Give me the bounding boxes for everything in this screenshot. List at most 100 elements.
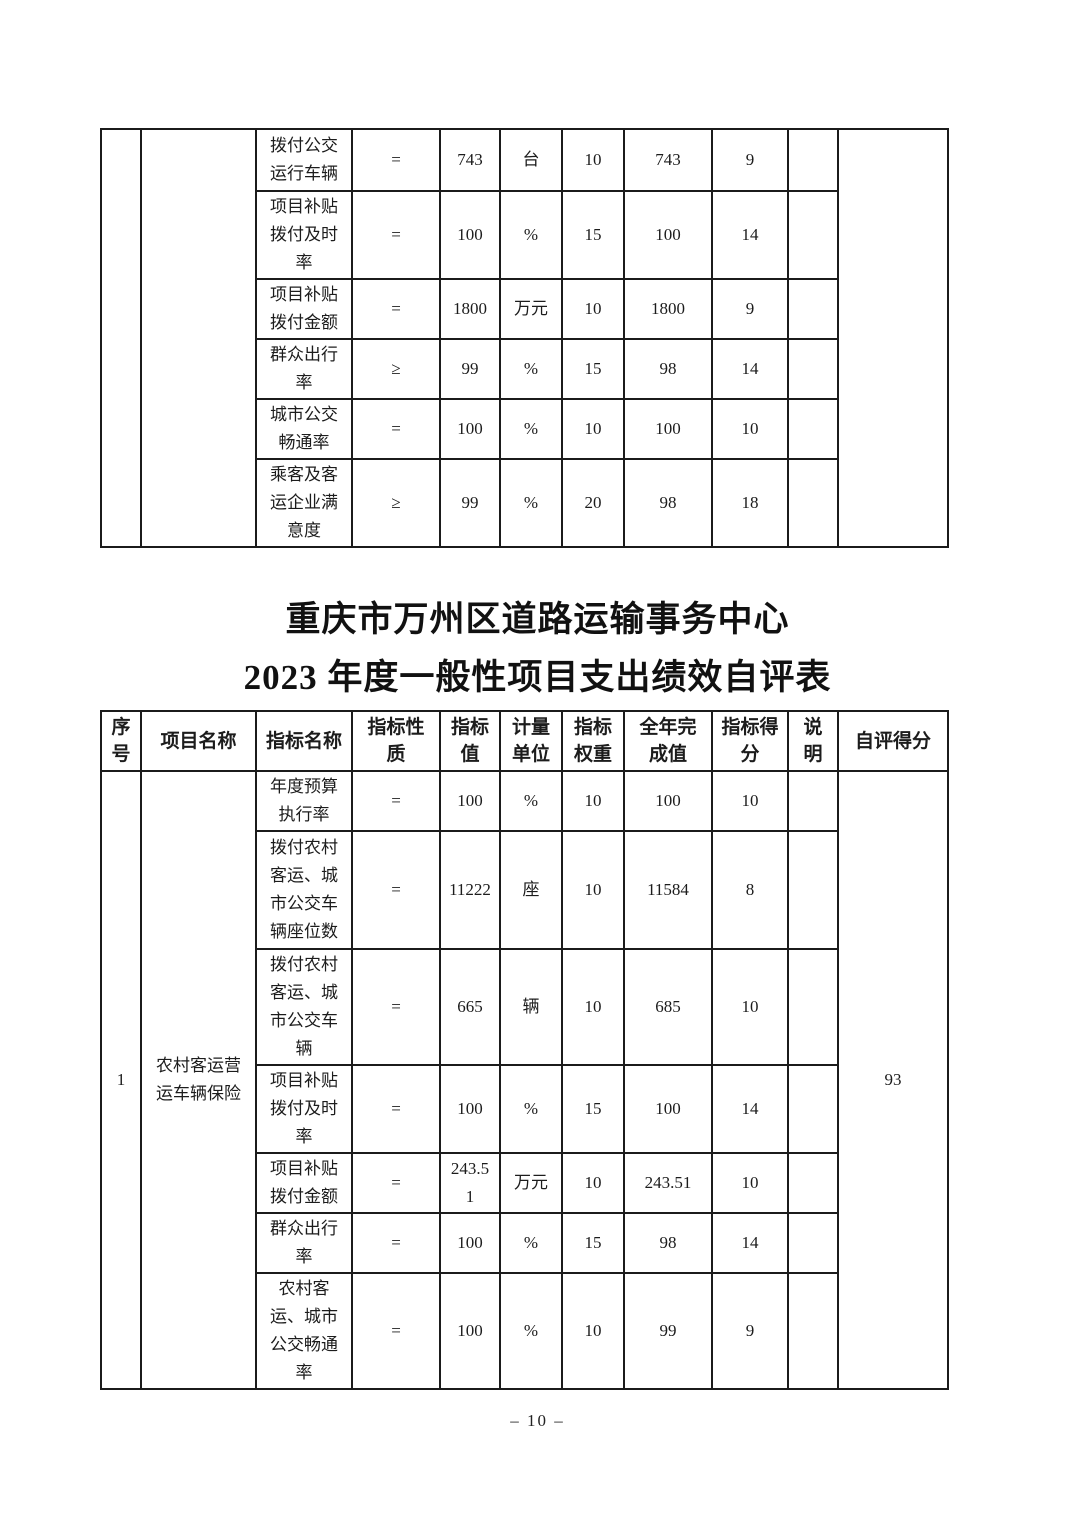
header-unit: 计量单位 — [499, 710, 563, 772]
note-cell — [787, 190, 839, 280]
table-row: 项目补贴拨付金额 = 243.51 万元 10 243.51 10 — [101, 1152, 948, 1214]
table-row: 项目补贴拨付金额 = 1800 万元 10 1800 9 — [101, 278, 948, 340]
table-title: 2023 年度一般性项目支出绩效自评表 — [243, 658, 832, 697]
indicator-name-cell: 城市公交畅通率 — [255, 398, 353, 460]
indicator-name-cell: 年度预算执行率 — [255, 770, 353, 832]
weight-cell: 10 — [561, 398, 625, 460]
indicator-value-cell: 99 — [439, 458, 501, 548]
table-row: 城市公交畅通率 = 100 % 10 100 10 — [101, 398, 948, 460]
weight-cell: 10 — [561, 128, 625, 192]
weight-cell: 15 — [561, 1064, 625, 1154]
table-row: 乘客及客运企业满意度 ≥ 99 % 20 98 18 — [101, 458, 948, 548]
unit-cell: % — [499, 398, 563, 460]
header-row: 序号 项目名称 指标名称 指标性质 指标值 计量单位 指标权重 全年完成值 指标… — [100, 710, 949, 772]
unit-cell: % — [499, 338, 563, 400]
indicator-name-cell: 乘客及客运企业满意度 — [255, 458, 353, 548]
completed-value-cell: 243.51 — [623, 1152, 713, 1214]
indicator-value-cell: 100 — [439, 1064, 501, 1154]
header-note: 说明 — [787, 710, 839, 772]
table-row: 项目补贴拨付及时率 = 100 % 15 100 14 — [101, 190, 948, 280]
score-cell: 9 — [711, 278, 789, 340]
weight-cell: 10 — [561, 770, 625, 832]
table-row: 项目补贴拨付及时率 = 100 % 15 100 14 — [101, 1064, 948, 1154]
weight-cell: 15 — [561, 338, 625, 400]
note-cell — [787, 1272, 839, 1390]
weight-cell: 10 — [561, 278, 625, 340]
note-cell — [787, 338, 839, 400]
score-cell: 10 — [711, 398, 789, 460]
indicator-nature-cell: = — [351, 1064, 441, 1154]
project-name-cell — [140, 128, 257, 548]
weight-cell: 10 — [561, 830, 625, 950]
weight-cell: 20 — [561, 458, 625, 548]
indicator-name-cell: 项目补贴拨付金额 — [255, 1152, 353, 1214]
header-completed-value: 全年完成值 — [623, 710, 713, 772]
indicator-value-cell: 243.51 — [439, 1152, 501, 1214]
serial-cell — [100, 128, 142, 548]
indicator-value-cell: 11222 — [439, 830, 501, 950]
indicator-nature-cell: = — [351, 190, 441, 280]
indicator-nature-cell: = — [351, 1212, 441, 1274]
indicator-nature-cell: = — [351, 1272, 441, 1390]
page-number: – 10 – — [510, 1411, 565, 1430]
indicator-name-cell: 拨付农村客运、城市公交车辆 — [255, 948, 353, 1066]
indicator-nature-cell: = — [351, 128, 441, 192]
note-cell — [787, 1064, 839, 1154]
header-indicator-nature: 指标性质 — [351, 710, 441, 772]
note-cell — [787, 458, 839, 548]
unit-cell: % — [499, 1064, 563, 1154]
continuation-table: 拨付公交运行车辆 = 743 台 10 743 9 项目补贴拨付及时率 = 10… — [100, 128, 949, 548]
completed-value-cell: 98 — [623, 1212, 713, 1274]
note-cell — [787, 398, 839, 460]
indicator-value-cell: 1800 — [439, 278, 501, 340]
unit-cell: % — [499, 458, 563, 548]
unit-cell: 辆 — [499, 948, 563, 1066]
score-cell: 14 — [711, 338, 789, 400]
header-weight: 指标权重 — [561, 710, 625, 772]
note-cell — [787, 278, 839, 340]
completed-value-cell: 685 — [623, 948, 713, 1066]
indicator-value-cell: 99 — [439, 338, 501, 400]
header-indicator-value: 指标值 — [439, 710, 501, 772]
completed-value-cell: 100 — [623, 190, 713, 280]
org-title: 重庆市万州区道路运输事务中心 — [285, 600, 790, 639]
score-cell: 10 — [711, 1152, 789, 1214]
weight-cell: 10 — [561, 1152, 625, 1214]
indicator-value-cell: 100 — [439, 770, 501, 832]
table-row: 群众出行率 ≥ 99 % 15 98 14 — [101, 338, 948, 400]
unit-cell: 台 — [499, 128, 563, 192]
unit-cell: 座 — [499, 830, 563, 950]
table-row: 群众出行率 = 100 % 15 98 14 — [101, 1212, 948, 1274]
header-score: 指标得分 — [711, 710, 789, 772]
indicator-nature-cell: = — [351, 278, 441, 340]
note-cell — [787, 1212, 839, 1274]
completed-value-cell: 98 — [623, 458, 713, 548]
score-cell: 10 — [711, 948, 789, 1066]
indicator-value-cell: 100 — [439, 398, 501, 460]
header-project-name: 项目名称 — [140, 710, 257, 772]
note-cell — [787, 770, 839, 832]
unit-cell: % — [499, 1212, 563, 1274]
completed-value-cell: 1800 — [623, 278, 713, 340]
completed-value-cell: 100 — [623, 770, 713, 832]
indicator-name-cell: 项目补贴拨付及时率 — [255, 190, 353, 280]
indicator-value-cell: 100 — [439, 190, 501, 280]
note-cell — [787, 948, 839, 1066]
self-score-cell: 93 — [837, 770, 949, 1390]
score-cell: 10 — [711, 770, 789, 832]
indicator-value-cell: 743 — [439, 128, 501, 192]
indicator-name-cell: 群众出行率 — [255, 338, 353, 400]
indicator-name-cell: 项目补贴拨付金额 — [255, 278, 353, 340]
indicator-nature-cell: ≥ — [351, 338, 441, 400]
completed-value-cell: 100 — [623, 1064, 713, 1154]
note-cell — [787, 128, 839, 192]
note-cell — [787, 1152, 839, 1214]
unit-cell: % — [499, 770, 563, 832]
score-cell: 8 — [711, 830, 789, 950]
unit-cell: 万元 — [499, 1152, 563, 1214]
indicator-name-cell: 群众出行率 — [255, 1212, 353, 1274]
indicator-nature-cell: = — [351, 1152, 441, 1214]
weight-cell: 15 — [561, 1212, 625, 1274]
indicator-name-cell: 拨付公交运行车辆 — [255, 128, 353, 192]
